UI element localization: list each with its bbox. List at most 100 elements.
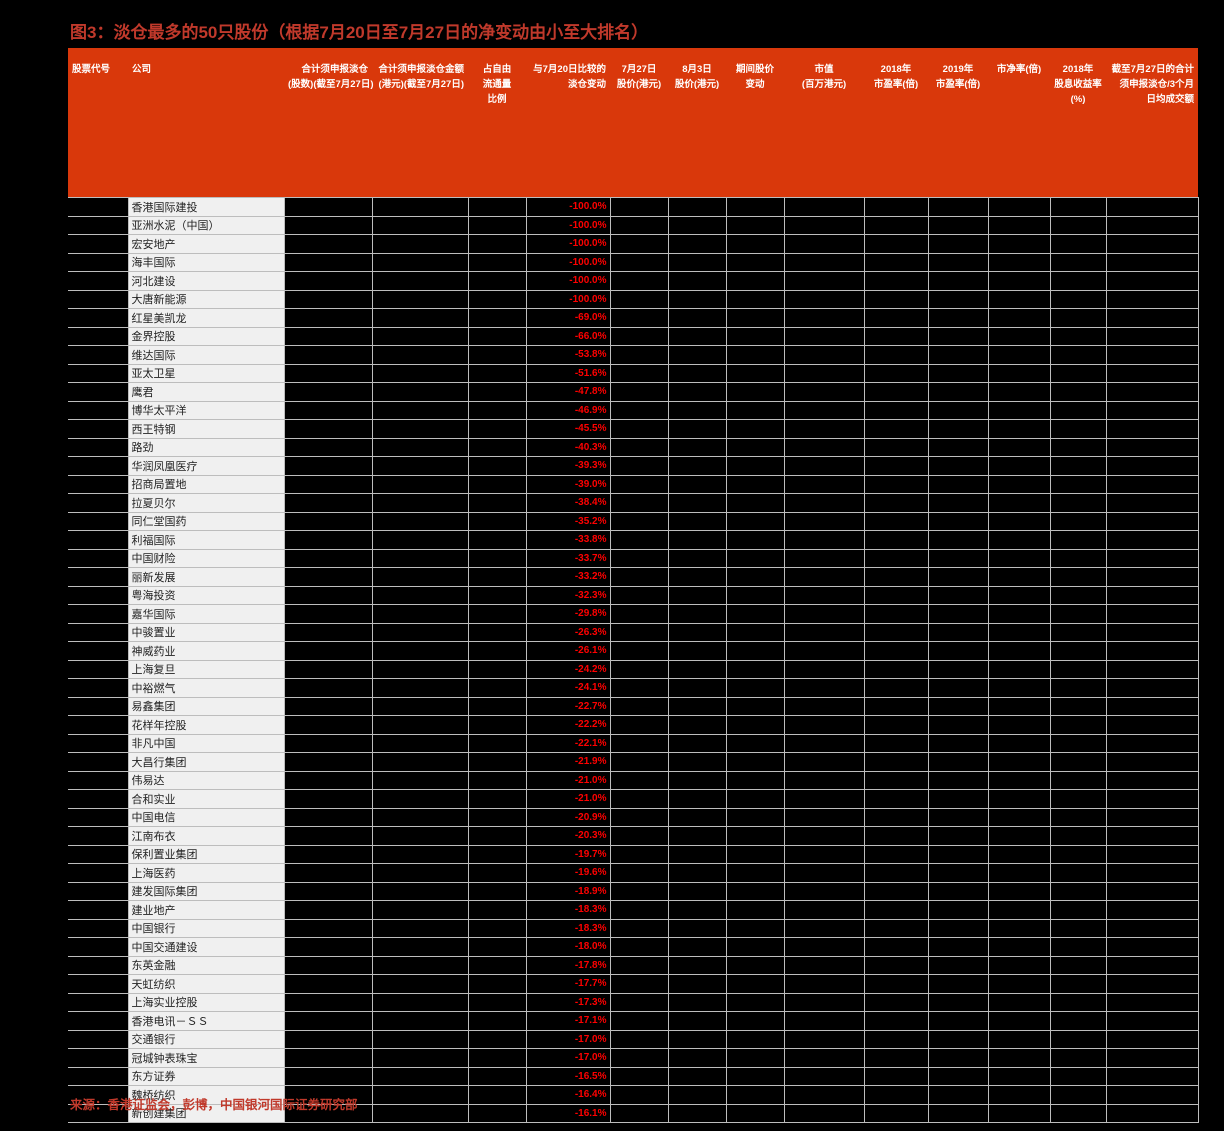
table-row[interactable]: 香港国际建投 -100.0%: [68, 197, 1199, 217]
table-row[interactable]: 海丰国际 -100.0%: [68, 252, 1199, 272]
table-row[interactable]: 河北建设 -100.0%: [68, 271, 1199, 291]
cell-pe18: [863, 1011, 929, 1031]
cell-pe19: [927, 1048, 989, 1068]
table-row[interactable]: 鹰君 -47.8%: [68, 382, 1199, 402]
table-row[interactable]: 易鑫集团 -22.7%: [68, 696, 1199, 716]
cell-p727: [609, 844, 669, 864]
column-header-p803: 8月3日 股价(港元): [668, 48, 726, 198]
table-row[interactable]: 建业地产 -18.3%: [68, 900, 1199, 920]
cell-p727: [609, 548, 669, 568]
table-row[interactable]: 亚太卫星 -51.6%: [68, 363, 1199, 383]
table-row[interactable]: 博华太平洋 -46.9%: [68, 400, 1199, 420]
table-header: 股票代号 公司 合计须申报淡仓 (股数)(截至7月27日) 合计须申报淡仓金额 (港元)(…: [68, 48, 1198, 198]
table-row[interactable]: 天虹纺织 -17.7%: [68, 974, 1199, 994]
cell-pb: [987, 752, 1051, 772]
cell-pe18: [863, 1066, 929, 1086]
table-row[interactable]: 红星美凯龙 -69.0%: [68, 308, 1199, 328]
cell-mcap: [783, 641, 865, 661]
cell-turn: [1105, 622, 1199, 642]
cell-p803: [667, 1085, 727, 1105]
cell-pe19: [927, 271, 989, 291]
cell-dy18: [1049, 474, 1107, 494]
cell-shares: [283, 474, 373, 494]
table-row[interactable]: 粤海投资 -32.3%: [68, 585, 1199, 605]
cell-company: 金界控股: [127, 326, 285, 346]
table-row[interactable]: 中国财险 -33.7%: [68, 548, 1199, 568]
cell-pchg: [725, 918, 785, 938]
table-row[interactable]: 丽新发展 -33.2%: [68, 567, 1199, 587]
cell-change: -17.3%: [525, 992, 611, 1012]
table-row[interactable]: 大唐新能源 -100.0%: [68, 289, 1199, 309]
table-row[interactable]: 中国交通建设 -18.0%: [68, 937, 1199, 957]
cell-pchg: [725, 1011, 785, 1031]
cell-mcap: [783, 1029, 865, 1049]
table-row[interactable]: 冠城钟表珠宝 -17.0%: [68, 1048, 1199, 1068]
table-row[interactable]: 拉夏贝尔 -38.4%: [68, 493, 1199, 513]
table-row[interactable]: 中国银行 -18.3%: [68, 918, 1199, 938]
table-row[interactable]: 东英金融 -17.8%: [68, 955, 1199, 975]
cell-code: [68, 918, 129, 938]
cell-turn: [1105, 1103, 1199, 1123]
cell-code: [68, 974, 129, 994]
cell-pchg: [725, 419, 785, 439]
table-row[interactable]: 保利置业集团 -19.7%: [68, 844, 1199, 864]
column-header-p727: 7月27日 股价(港元): [610, 48, 668, 198]
column-header-line: 2018年: [1062, 64, 1094, 75]
table-row[interactable]: 交通银行 -17.0%: [68, 1029, 1199, 1049]
cell-company: 新创建集团: [127, 1103, 285, 1123]
cell-turn: [1105, 437, 1199, 457]
table-row[interactable]: 上海医药 -19.6%: [68, 863, 1199, 883]
cell-p803: [667, 659, 727, 679]
cell-pe18: [863, 918, 929, 938]
cell-turn: [1105, 197, 1199, 217]
cell-pb: [987, 955, 1051, 975]
table-row[interactable]: 香港电讯－ＳＳ -17.1%: [68, 1011, 1199, 1031]
table-row[interactable]: 亚洲水泥（中国） -100.0%: [68, 215, 1199, 235]
table-row[interactable]: 魏桥纺织 -16.4%: [68, 1085, 1199, 1105]
table-row[interactable]: 中裕燃气 -24.1%: [68, 678, 1199, 698]
table-row[interactable]: 同仁堂国药 -35.2%: [68, 511, 1199, 531]
table-row[interactable]: 非凡中国 -22.1%: [68, 733, 1199, 753]
cell-free: [467, 215, 527, 235]
table-row[interactable]: 路劲 -40.3%: [68, 437, 1199, 457]
cell-pe18: [863, 567, 929, 587]
table-row[interactable]: 中骏置业 -26.3%: [68, 622, 1199, 642]
table-row[interactable]: 金界控股 -66.0%: [68, 326, 1199, 346]
table-row[interactable]: 嘉华国际 -29.8%: [68, 604, 1199, 624]
table-row[interactable]: 上海复旦 -24.2%: [68, 659, 1199, 679]
cell-pchg: [725, 1048, 785, 1068]
table-row[interactable]: 招商局置地 -39.0%: [68, 474, 1199, 494]
cell-p727: [609, 271, 669, 291]
table-row[interactable]: 新创建集团 -16.1%: [68, 1103, 1199, 1123]
cell-p727: [609, 752, 669, 772]
table-row[interactable]: 伟易达 -21.0%: [68, 770, 1199, 790]
cell-free: [467, 678, 527, 698]
table-row[interactable]: 大昌行集团 -21.9%: [68, 752, 1199, 772]
table-row[interactable]: 神威药业 -26.1%: [68, 641, 1199, 661]
cell-shares: [283, 900, 373, 920]
cell-p803: [667, 530, 727, 550]
cell-dy18: [1049, 604, 1107, 624]
cell-p803: [667, 1103, 727, 1123]
cell-dy18: [1049, 918, 1107, 938]
cell-company: 香港国际建投: [127, 197, 285, 217]
table-row[interactable]: 合和实业 -21.0%: [68, 789, 1199, 809]
cell-dy18: [1049, 215, 1107, 235]
cell-shares: [283, 752, 373, 772]
cell-pchg: [725, 826, 785, 846]
table-row[interactable]: 西王特钢 -45.5%: [68, 419, 1199, 439]
table-row[interactable]: 利福国际 -33.8%: [68, 530, 1199, 550]
cell-pb: [987, 826, 1051, 846]
table-row[interactable]: 江南布衣 -20.3%: [68, 826, 1199, 846]
table-row[interactable]: 中国电信 -20.9%: [68, 807, 1199, 827]
table-row[interactable]: 上海实业控股 -17.3%: [68, 992, 1199, 1012]
table-row[interactable]: 宏安地产 -100.0%: [68, 234, 1199, 254]
cell-turn: [1105, 252, 1199, 272]
table-row[interactable]: 东方证券 -16.5%: [68, 1066, 1199, 1086]
cell-p803: [667, 937, 727, 957]
table-row[interactable]: 维达国际 -53.8%: [68, 345, 1199, 365]
table-row[interactable]: 建发国际集团 -18.9%: [68, 881, 1199, 901]
cell-company: 冠城钟表珠宝: [127, 1048, 285, 1068]
table-row[interactable]: 花样年控股 -22.2%: [68, 715, 1199, 735]
table-row[interactable]: 华润凤凰医疗 -39.3%: [68, 456, 1199, 476]
